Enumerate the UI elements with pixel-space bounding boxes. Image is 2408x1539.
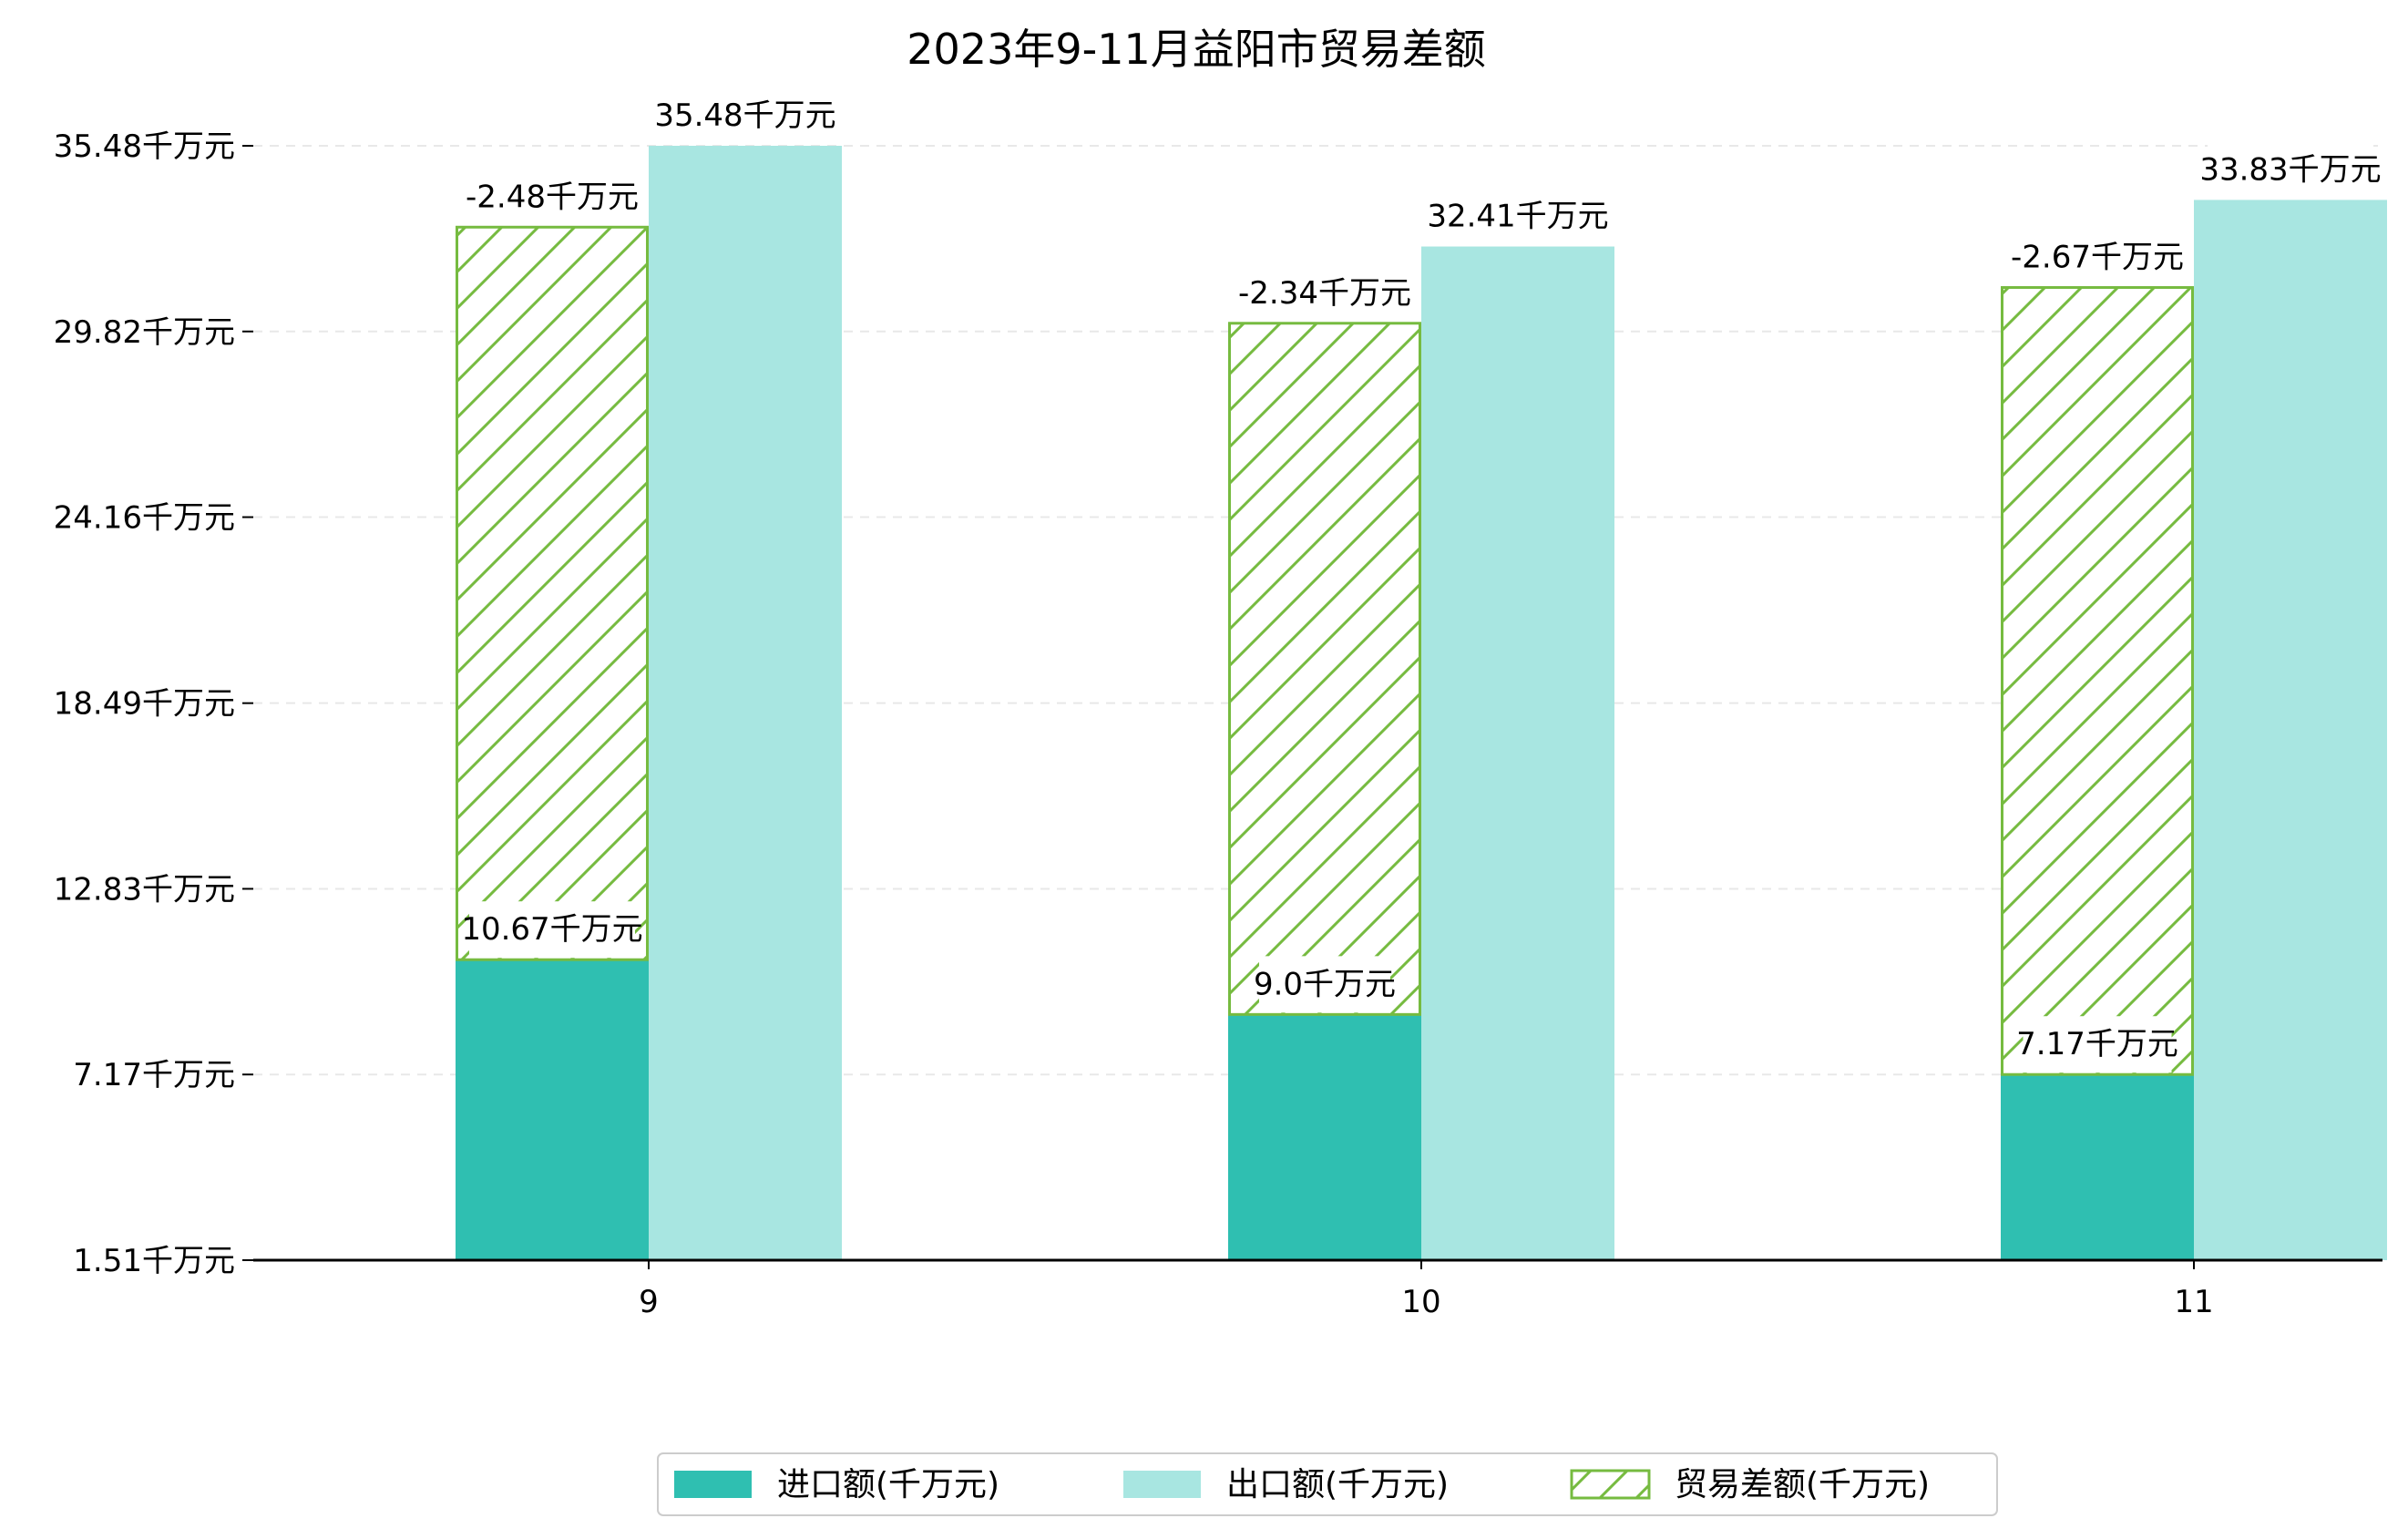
data-label-balance: -2.34千万元 — [1238, 275, 1411, 312]
bar-import — [456, 959, 649, 1260]
legend-balance-label: 贸易差额(千万元) — [1675, 1466, 1930, 1503]
data-label-balance-box — [1242, 264, 1408, 322]
data-label-export-box — [2208, 141, 2373, 199]
y-tick-label: 7.17千万元 — [73, 1057, 235, 1093]
bar-export — [649, 146, 842, 1260]
data-label-balance: -2.67千万元 — [2011, 240, 2184, 276]
bars — [456, 146, 2387, 1260]
data-label-export-box — [662, 87, 828, 144]
y-tick-label: 12.83千万元 — [54, 871, 235, 908]
legend-balance-swatch — [1570, 1469, 1651, 1500]
x-tick-label: 11 — [2174, 1284, 2213, 1320]
y-tick-label: 1.51千万元 — [73, 1243, 235, 1279]
legend-export-swatch — [1123, 1471, 1201, 1498]
data-label-import: 10.67千万元 — [461, 911, 642, 948]
bar-trade-balance — [2001, 286, 2194, 1076]
axes: 1.51千万元 7.17千万元 12.83千万元 18.49千万元 24.16千万元 29… — [54, 128, 2382, 1320]
data-label-export: 33.83千万元 — [2199, 151, 2381, 188]
data-label-export-box — [1435, 188, 1601, 245]
data-label-export: 35.48千万元 — [654, 97, 835, 134]
x-tick-label: 9 — [639, 1284, 659, 1320]
data-label-balance: -2.48千万元 — [466, 179, 639, 215]
data-label-balance-box — [469, 169, 635, 226]
y-tick-label: 35.48千万元 — [54, 128, 235, 165]
data-label-import: 9.0千万元 — [1254, 966, 1396, 1002]
bar-trade-balance — [1228, 322, 1421, 1016]
data-label-import-box — [469, 901, 635, 959]
x-tick-label: 10 — [1401, 1284, 1440, 1320]
data-label-import: 7.17千万元 — [2016, 1026, 2178, 1062]
bar-export — [1421, 246, 1614, 1260]
legend-import-swatch — [674, 1471, 752, 1498]
legend: 进口额(千万元) 出口额(千万元) 贸易差额(千万元) — [657, 1452, 1998, 1516]
data-labels: 35.48千万元 -2.48千万元 10.67千万元 32.41千万元 -2.34千万元… — [461, 87, 2382, 1073]
bar-export — [2194, 200, 2387, 1260]
bar-import — [2001, 1074, 2194, 1260]
data-label-import-box — [1259, 956, 1390, 1013]
data-label-export: 32.41千万元 — [1427, 199, 1608, 235]
bar-import — [1228, 1014, 1421, 1260]
y-tick-label: 29.82千万元 — [54, 314, 235, 351]
bar-trade-balance — [456, 225, 649, 961]
legend-import-label: 进口额(千万元) — [777, 1466, 999, 1503]
y-tick-label: 18.49千万元 — [54, 686, 235, 723]
chart-title: 2023年9-11月益阳市贸易差额 — [907, 25, 1485, 74]
y-tick-label: 24.16千万元 — [54, 500, 235, 537]
legend-export-label: 出口额(千万元) — [1226, 1466, 1449, 1503]
legend-box — [657, 1452, 1998, 1516]
data-label-balance-box — [2014, 229, 2180, 286]
data-label-import-box — [2023, 1016, 2172, 1073]
